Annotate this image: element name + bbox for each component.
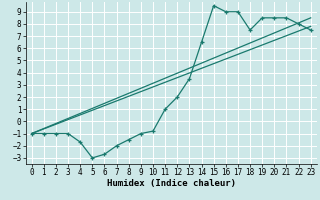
X-axis label: Humidex (Indice chaleur): Humidex (Indice chaleur) xyxy=(107,179,236,188)
